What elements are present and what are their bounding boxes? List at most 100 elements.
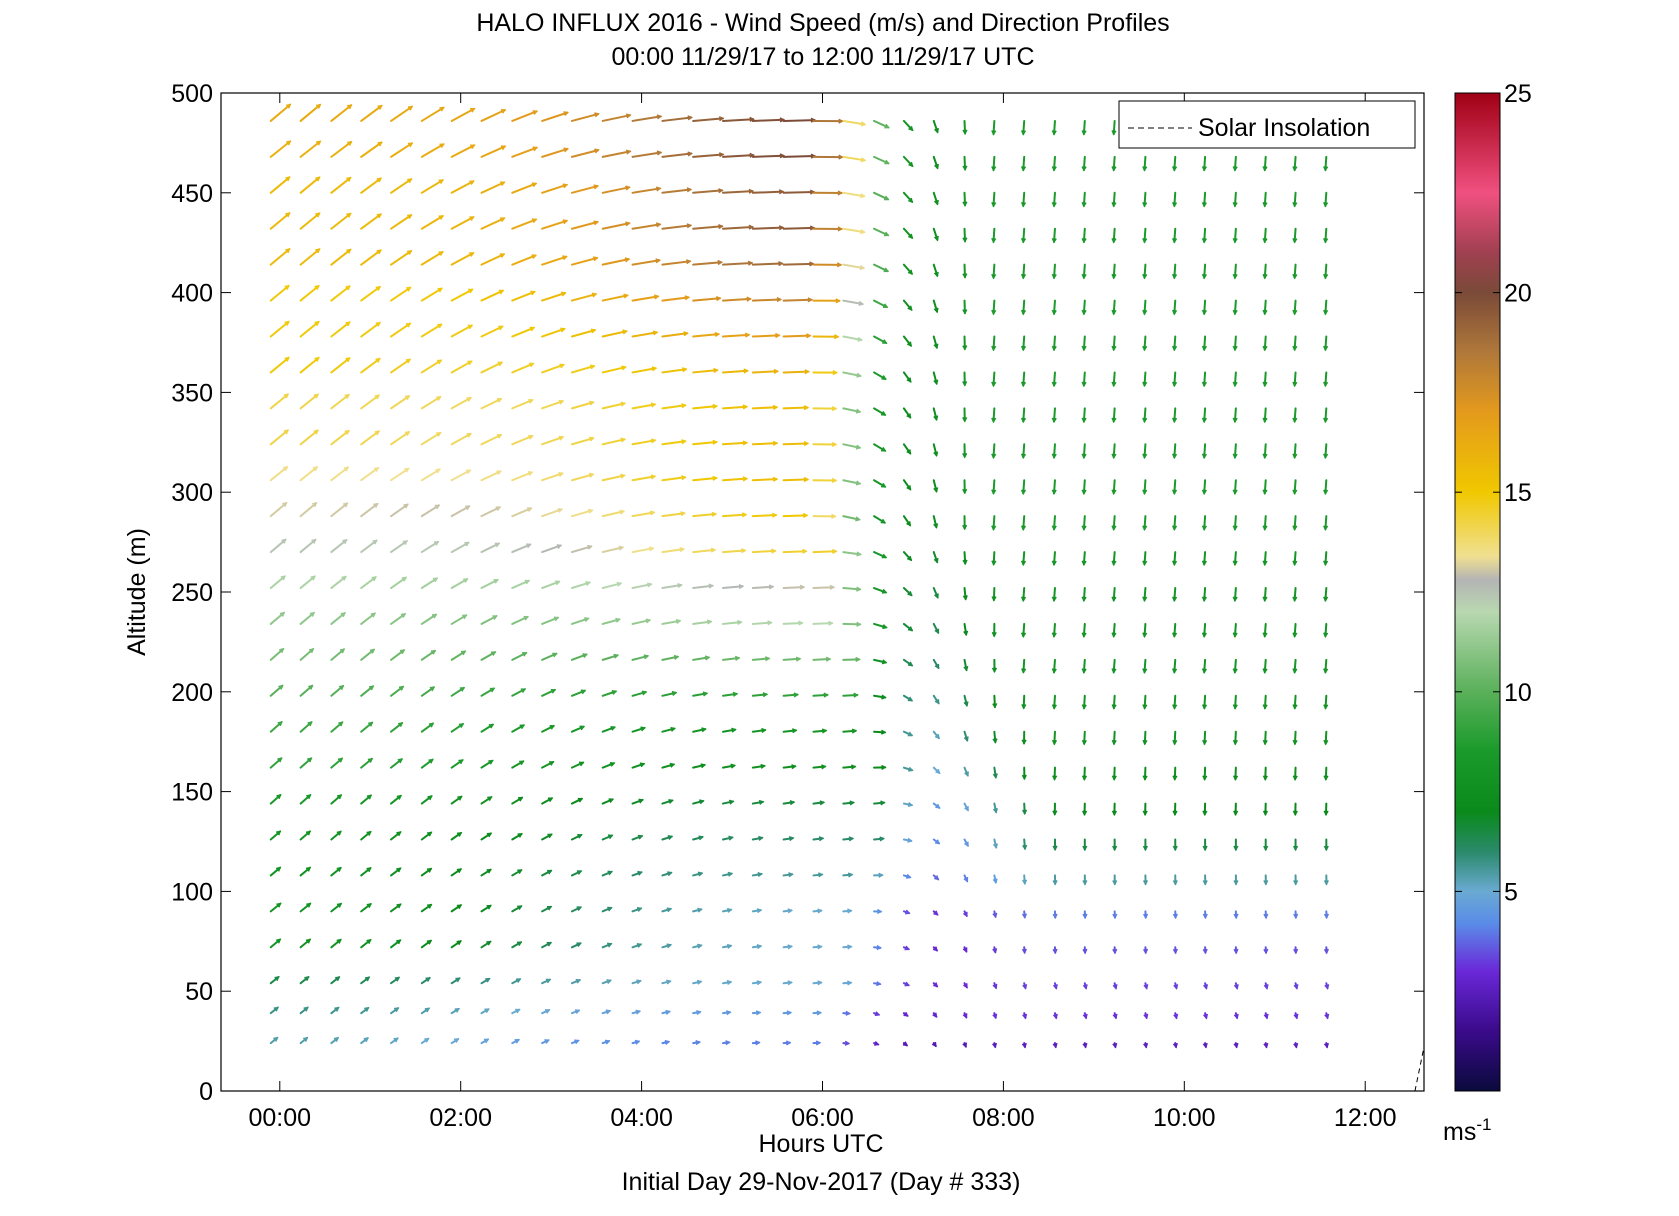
wind-arrow bbox=[1022, 622, 1026, 638]
wind-arrow-head bbox=[531, 218, 538, 224]
wind-arrow bbox=[450, 904, 462, 913]
wind-arrow-head bbox=[906, 413, 912, 419]
x-axis-ticks: 00:00 02:00 04:00 06:00 08:00 10:00 12:00 bbox=[249, 93, 1396, 1132]
wind-arrow bbox=[420, 431, 442, 446]
wind-arrow-head bbox=[1142, 704, 1148, 710]
wind-arrow bbox=[299, 176, 321, 194]
wind-arrow bbox=[601, 762, 615, 769]
wind-arrow-head bbox=[992, 703, 998, 709]
wind-arrow bbox=[1233, 371, 1237, 387]
wind-arrow bbox=[1113, 730, 1116, 745]
wind-arrow-head bbox=[283, 429, 290, 435]
wind-arrow bbox=[1324, 155, 1328, 172]
wind-arrow bbox=[269, 902, 282, 913]
wind-arrow-head bbox=[1171, 273, 1178, 280]
wind-arrow-head bbox=[831, 441, 838, 448]
wind-arrow-head bbox=[818, 836, 825, 842]
wind-arrow-head bbox=[407, 214, 413, 220]
wind-arrow-head bbox=[579, 725, 586, 731]
wind-arrow bbox=[873, 694, 887, 699]
wind-arrow-head bbox=[962, 416, 968, 423]
wind-arrow-head bbox=[787, 944, 793, 950]
wind-arrow-head bbox=[773, 368, 780, 375]
wind-arrow bbox=[299, 648, 315, 661]
wind-arrow bbox=[782, 190, 815, 194]
wind-arrow bbox=[480, 289, 504, 302]
wind-arrow-head bbox=[1021, 774, 1027, 781]
wind-arrow-head bbox=[638, 798, 644, 804]
wind-arrow-head bbox=[279, 647, 285, 654]
wind-arrow-head bbox=[1232, 237, 1238, 244]
wind-arrow-head bbox=[934, 733, 940, 740]
wind-arrow-head bbox=[1201, 273, 1207, 280]
wind-arrow bbox=[601, 690, 617, 697]
wind-arrow-head bbox=[347, 140, 353, 146]
wind-arrow-head bbox=[1082, 880, 1088, 886]
wind-arrow bbox=[480, 904, 492, 913]
wind-arrow-head bbox=[1323, 453, 1329, 460]
wind-arrow-head bbox=[749, 152, 755, 158]
wind-arrow-head bbox=[1171, 560, 1178, 567]
wind-arrow-head bbox=[1232, 417, 1238, 424]
wind-arrow-head bbox=[906, 341, 912, 347]
wind-arrow bbox=[1053, 119, 1056, 136]
wind-arrow bbox=[842, 119, 866, 126]
wind-arrow bbox=[1082, 658, 1086, 674]
wind-arrow-head bbox=[1292, 453, 1298, 460]
wind-arrow bbox=[360, 141, 383, 158]
wind-arrow-head bbox=[881, 588, 888, 594]
wind-arrow-head bbox=[712, 403, 718, 409]
wind-arrow-head bbox=[771, 512, 778, 518]
wind-arrow-head bbox=[775, 332, 781, 339]
wind-arrow-head bbox=[430, 649, 437, 655]
wind-arrow-head bbox=[907, 837, 913, 843]
wind-arrow bbox=[992, 119, 996, 136]
wind-arrow bbox=[269, 320, 290, 338]
wind-arrow-head bbox=[1263, 880, 1269, 886]
wind-arrow-head bbox=[1142, 668, 1148, 674]
wind-arrow bbox=[1022, 119, 1026, 136]
wind-arrow-head bbox=[1142, 309, 1148, 316]
wind-arrow-head bbox=[881, 659, 888, 665]
wind-arrow bbox=[541, 255, 568, 266]
wind-arrow bbox=[390, 976, 400, 985]
wind-arrow-head bbox=[336, 938, 342, 944]
wind-arrow-head bbox=[276, 902, 282, 908]
wind-arrow-head bbox=[1323, 845, 1329, 852]
wind-arrow bbox=[299, 684, 314, 697]
wind-arrow-head bbox=[933, 343, 939, 350]
wind-arrow bbox=[420, 795, 433, 805]
wind-arrow-head bbox=[1172, 948, 1178, 955]
wind-arrow-head bbox=[1292, 596, 1298, 602]
wind-arrow-head bbox=[696, 979, 703, 985]
wind-arrow bbox=[722, 297, 752, 302]
wind-arrow-head bbox=[1081, 345, 1087, 352]
wind-arrow bbox=[902, 119, 914, 132]
wind-arrow-head bbox=[278, 684, 284, 690]
wind-arrow-head bbox=[666, 943, 673, 949]
wind-arrow-head bbox=[933, 523, 939, 529]
wind-arrow bbox=[1233, 658, 1237, 674]
wind-arrow-head bbox=[1022, 844, 1028, 851]
wind-arrow-head bbox=[1172, 704, 1178, 710]
wind-arrow-head bbox=[933, 307, 939, 314]
wind-arrow-head bbox=[860, 121, 867, 127]
wind-arrow bbox=[1203, 443, 1207, 459]
wind-arrow bbox=[480, 615, 498, 625]
wind-arrow bbox=[1053, 263, 1056, 279]
wind-arrow-head bbox=[279, 611, 286, 617]
wind-arrow-head bbox=[1201, 560, 1207, 567]
wind-arrow bbox=[299, 721, 313, 733]
wind-arrow bbox=[1324, 371, 1328, 387]
wind-arrow-head bbox=[779, 117, 786, 123]
wind-arrow-head bbox=[772, 440, 779, 446]
wind-arrow bbox=[1112, 299, 1116, 315]
wind-arrow-head bbox=[991, 166, 997, 172]
wind-arrow bbox=[722, 585, 744, 590]
wind-arrow-head bbox=[1323, 166, 1329, 172]
wind-arrow-head bbox=[305, 830, 312, 836]
wind-arrow-head bbox=[1323, 560, 1329, 567]
wind-arrow bbox=[782, 119, 816, 122]
wind-arrow bbox=[360, 685, 374, 697]
